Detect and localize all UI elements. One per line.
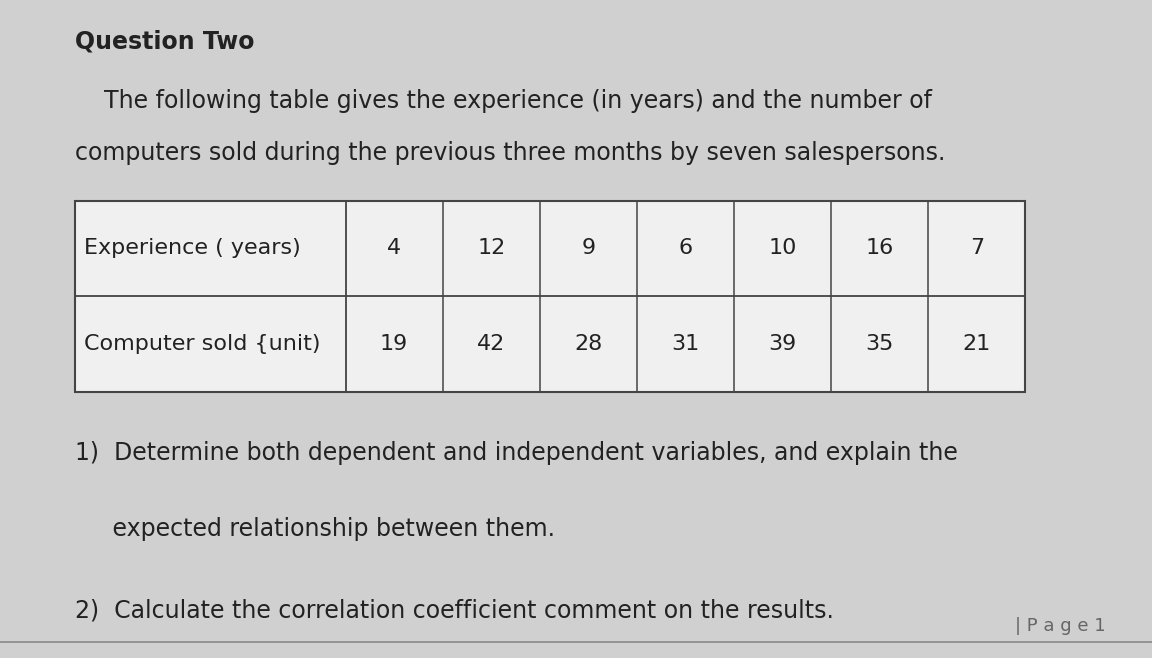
FancyBboxPatch shape: [75, 201, 1025, 392]
Text: Experience ( years): Experience ( years): [84, 238, 301, 259]
Text: expected relationship between them.: expected relationship between them.: [75, 517, 555, 540]
Text: 28: 28: [574, 334, 602, 354]
Text: Question Two: Question Two: [75, 30, 255, 53]
Text: | P a g e 1: | P a g e 1: [1015, 617, 1106, 635]
Text: 35: 35: [865, 334, 894, 354]
Text: computers sold during the previous three months by seven salespersons.: computers sold during the previous three…: [75, 141, 946, 165]
Text: 1)  Determine both dependent and independent variables, and explain the: 1) Determine both dependent and independ…: [75, 441, 957, 465]
Text: 39: 39: [768, 334, 797, 354]
Text: 12: 12: [477, 238, 506, 259]
Text: 2)  Calculate the correlation coefficient comment on the results.: 2) Calculate the correlation coefficient…: [75, 599, 834, 622]
Text: Computer sold {unit): Computer sold {unit): [84, 334, 320, 354]
Text: 31: 31: [672, 334, 699, 354]
Text: The following table gives the experience (in years) and the number of: The following table gives the experience…: [104, 89, 932, 113]
Text: 7: 7: [970, 238, 984, 259]
Text: 21: 21: [963, 334, 991, 354]
Text: 10: 10: [768, 238, 797, 259]
Text: 42: 42: [477, 334, 506, 354]
Text: 6: 6: [679, 238, 692, 259]
Text: 9: 9: [582, 238, 596, 259]
Text: 4: 4: [387, 238, 401, 259]
Text: 19: 19: [380, 334, 408, 354]
Text: 16: 16: [865, 238, 894, 259]
